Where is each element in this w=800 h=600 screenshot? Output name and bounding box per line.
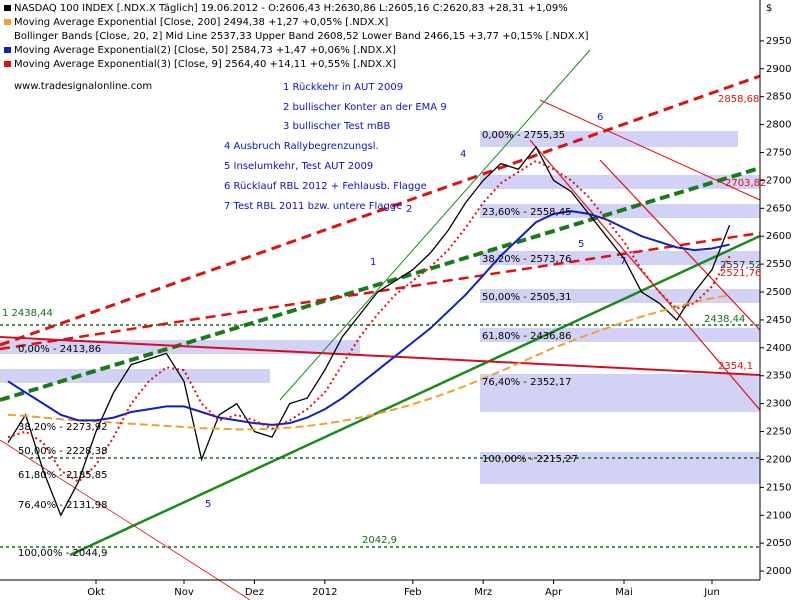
y-tick-label: 2450 [766,315,791,326]
wave-label: 5 [578,239,584,250]
level-label: 2521,76 [720,268,761,279]
annotation: 2 bullischer Konter an der EMA 9 [283,102,447,113]
y-tick-label: 2150 [766,482,791,493]
fib-label: 38,20% - 2273,92 [18,422,107,433]
x-tick-label: Mrz [474,587,492,598]
fib-label: 23,60% - 2558,45 [482,207,571,218]
wave-label: 7 [620,256,626,267]
trendline [539,99,761,201]
x-tick-label: Okt [87,587,105,598]
annotation: 1 Rückkehr in AUT 2009 [283,82,403,93]
currency: $ [766,3,772,14]
wave-label: 1 [370,257,376,268]
y-tick-label: 2050 [766,538,791,549]
legend-swatch [4,61,11,67]
trendline [0,439,251,600]
x-tick-label: 2012 [312,587,337,598]
level-label: 2703,82 [725,178,766,189]
annotation: 5 Inselumkehr, Test AUT 2009 [224,161,373,172]
trend-lines [0,49,761,600]
x-tick-label: Nov [174,587,194,598]
fib-label: 100,00% - 2215,27 [482,454,578,465]
band [0,369,270,383]
fib-label: 50,00% - 2228,38 [18,446,107,457]
x-tick-label: Feb [404,587,422,598]
annotation: 3 bullischer Test mBB [283,121,391,132]
legend-entry: Moving Average Exponential [Close, 200] … [14,17,388,28]
y-tick-label: 2850 [766,92,791,103]
band [480,251,760,265]
trendline [279,49,591,401]
x-tick-label: Mai [615,587,633,598]
y-tick-label: 2300 [766,399,791,410]
wave-label: 4 [460,149,466,160]
band [480,374,760,412]
trendline [0,166,761,402]
x-tick-label: Dez [245,587,264,598]
fib-label: 100,00% - 2044,9 [18,548,107,559]
trendline [529,139,761,411]
level-label: 2354,1 [718,361,753,372]
fib-label: 61,80% - 2185,85 [18,470,107,481]
annotation: 6 Rücklauf RBL 2012 + Fehlausb. Flagge [224,181,427,192]
y-tick-label: 2750 [766,148,791,159]
fib-label: 38,20% - 2573,76 [482,254,571,265]
band [480,328,760,342]
y-tick-label: 2500 [766,287,791,298]
y-tick-label: 2400 [766,343,791,354]
y-tick-label: 2000 [766,566,791,577]
fib-label: 0,00% - 2413,86 [18,344,101,355]
level-label: 2557,52 [720,260,761,271]
level-label: 2042,9 [362,535,397,546]
y-tick-label: 2950 [766,36,791,47]
level-label: 1 2438,44 [2,308,53,319]
legend-swatch [4,47,11,53]
series-line [7,210,730,426]
level-label: 2438,44 [704,314,745,325]
legend-swatch [4,5,11,11]
source: www.tradesignalonline.com [14,81,152,92]
fib-label: 76,40% - 2131,98 [18,500,107,511]
y-tick-label: 2550 [766,259,791,270]
wave-label: 6 [597,112,603,123]
y-tick-label: 2700 [766,175,791,186]
trendline [0,74,761,347]
level-label: 2858,68 [718,94,759,105]
y-tick-label: 2100 [766,510,791,521]
y-tick-label: 2600 [766,231,791,242]
legend-entry: Moving Average Exponential(2) [Close, 50… [14,45,396,56]
fib-label: 76,40% - 2352,17 [482,377,571,388]
series-line [7,294,730,431]
fib-bands [0,131,760,484]
y-tick-label: 2900 [766,64,791,75]
series-line [7,159,731,484]
legend-entry: Bollinger Bands [Close, 20, 2] Mid Line … [14,31,589,42]
series-line [7,145,731,517]
x-tick-label: Jun [703,587,720,598]
band [480,131,738,147]
annotation: 7 Test RBL 2011 bzw. untere Flagge [224,201,402,212]
legend-entry: Moving Average Exponential(3) [Close, 9]… [14,59,396,70]
wave-label: 5 [205,499,211,510]
y-tick-label: 2250 [766,427,791,438]
y-tick-label: 2800 [766,120,791,131]
trendline [599,159,761,331]
fib-label: 61,80% - 2436,86 [482,331,571,342]
fib-label: 50,00% - 2505,31 [482,292,571,303]
legend-swatch [4,19,11,25]
x-tick-label: Apr [545,587,563,598]
y-tick-label: 2350 [766,371,791,382]
y-tick-label: 2650 [766,203,791,214]
trendline [0,336,761,376]
fib-label: 0,00% - 2755,35 [482,130,565,141]
wave-label: 2 [406,204,412,215]
trendline [69,234,761,557]
legend-entry: NASDAQ 100 INDEX [.NDX.X Täglich] 19.06.… [14,3,568,14]
annotation: 4 Ausbruch Rallybegrenzungsl. [224,141,379,152]
y-tick-label: 2200 [766,454,791,465]
